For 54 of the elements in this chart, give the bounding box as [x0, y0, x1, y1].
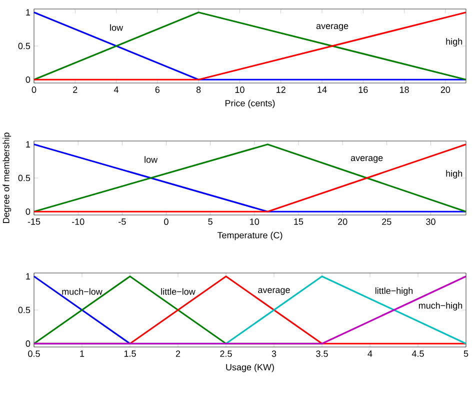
y-tick-label: 1	[26, 141, 30, 148]
series-label: average	[350, 156, 383, 163]
x-tick-label: 20	[440, 86, 450, 93]
x-axis-title: Temperature (C)	[217, 232, 282, 240]
series-label: average	[316, 24, 348, 31]
x-tick-label: 8	[196, 86, 201, 93]
x-tick-label: 3.5	[316, 350, 328, 357]
y-tick-label: 0	[26, 208, 30, 215]
y-tick-label: 1	[26, 273, 30, 280]
x-tick-label: 5	[464, 350, 468, 357]
x-tick-label: 20	[338, 218, 348, 225]
series-label: much−low	[62, 288, 102, 295]
x-axis-title: Usage (KW)	[226, 364, 274, 372]
x-tick-label: 2.5	[220, 350, 232, 357]
series-label: low	[144, 156, 158, 163]
series-label: low	[110, 24, 124, 31]
x-tick-label: 5	[208, 218, 212, 225]
x-tick-label: 4	[368, 350, 372, 357]
series-label: little−low	[161, 288, 196, 295]
x-tick-label: -10	[72, 218, 84, 225]
x-tick-label: 1	[80, 350, 84, 357]
series-label: average	[258, 288, 290, 295]
y-axis-title: Degree of membership	[2, 132, 12, 224]
x-tick-label: 4	[114, 86, 119, 93]
y-tick-label: 0.5	[18, 42, 30, 50]
x-tick-label: 14	[318, 86, 327, 93]
y-tick-label: 0	[26, 340, 30, 347]
text: high	[446, 38, 462, 46]
x-tick-label: 10	[250, 218, 260, 225]
x-tick-label: 4.5	[412, 350, 424, 357]
x-tick-label: 3	[272, 350, 276, 357]
x-tick-label: 6	[155, 86, 160, 93]
x-tick-label: 30	[426, 218, 436, 225]
x-tick-label: 12	[276, 86, 286, 93]
series-label: little−high	[375, 287, 413, 296]
x-tick-label: 25	[382, 218, 392, 225]
x-tick-label: 0	[164, 218, 168, 225]
x-axis-title: Price (cents)	[225, 100, 275, 108]
y-tick-label: 0	[26, 76, 30, 83]
x-tick-label: -5	[118, 218, 126, 225]
x-tick-label: 16	[358, 86, 368, 93]
x-tick-label: 2	[73, 86, 78, 93]
x-tick-label: 2	[176, 350, 180, 357]
x-tick-label: 18	[400, 86, 409, 93]
y-tick-label: 0.5	[18, 174, 30, 182]
y-tick-label: 1	[26, 9, 30, 16]
x-tick-label: 1.5	[124, 350, 136, 357]
x-tick-label: 15	[294, 218, 304, 225]
x-tick-label: 10	[235, 86, 244, 93]
series-label: much−high	[418, 302, 462, 310]
x-tick-label: -15	[28, 218, 40, 225]
x-tick-label: 0	[32, 86, 36, 93]
text: high	[446, 170, 462, 178]
y-tick-label: 0.5	[18, 306, 30, 314]
